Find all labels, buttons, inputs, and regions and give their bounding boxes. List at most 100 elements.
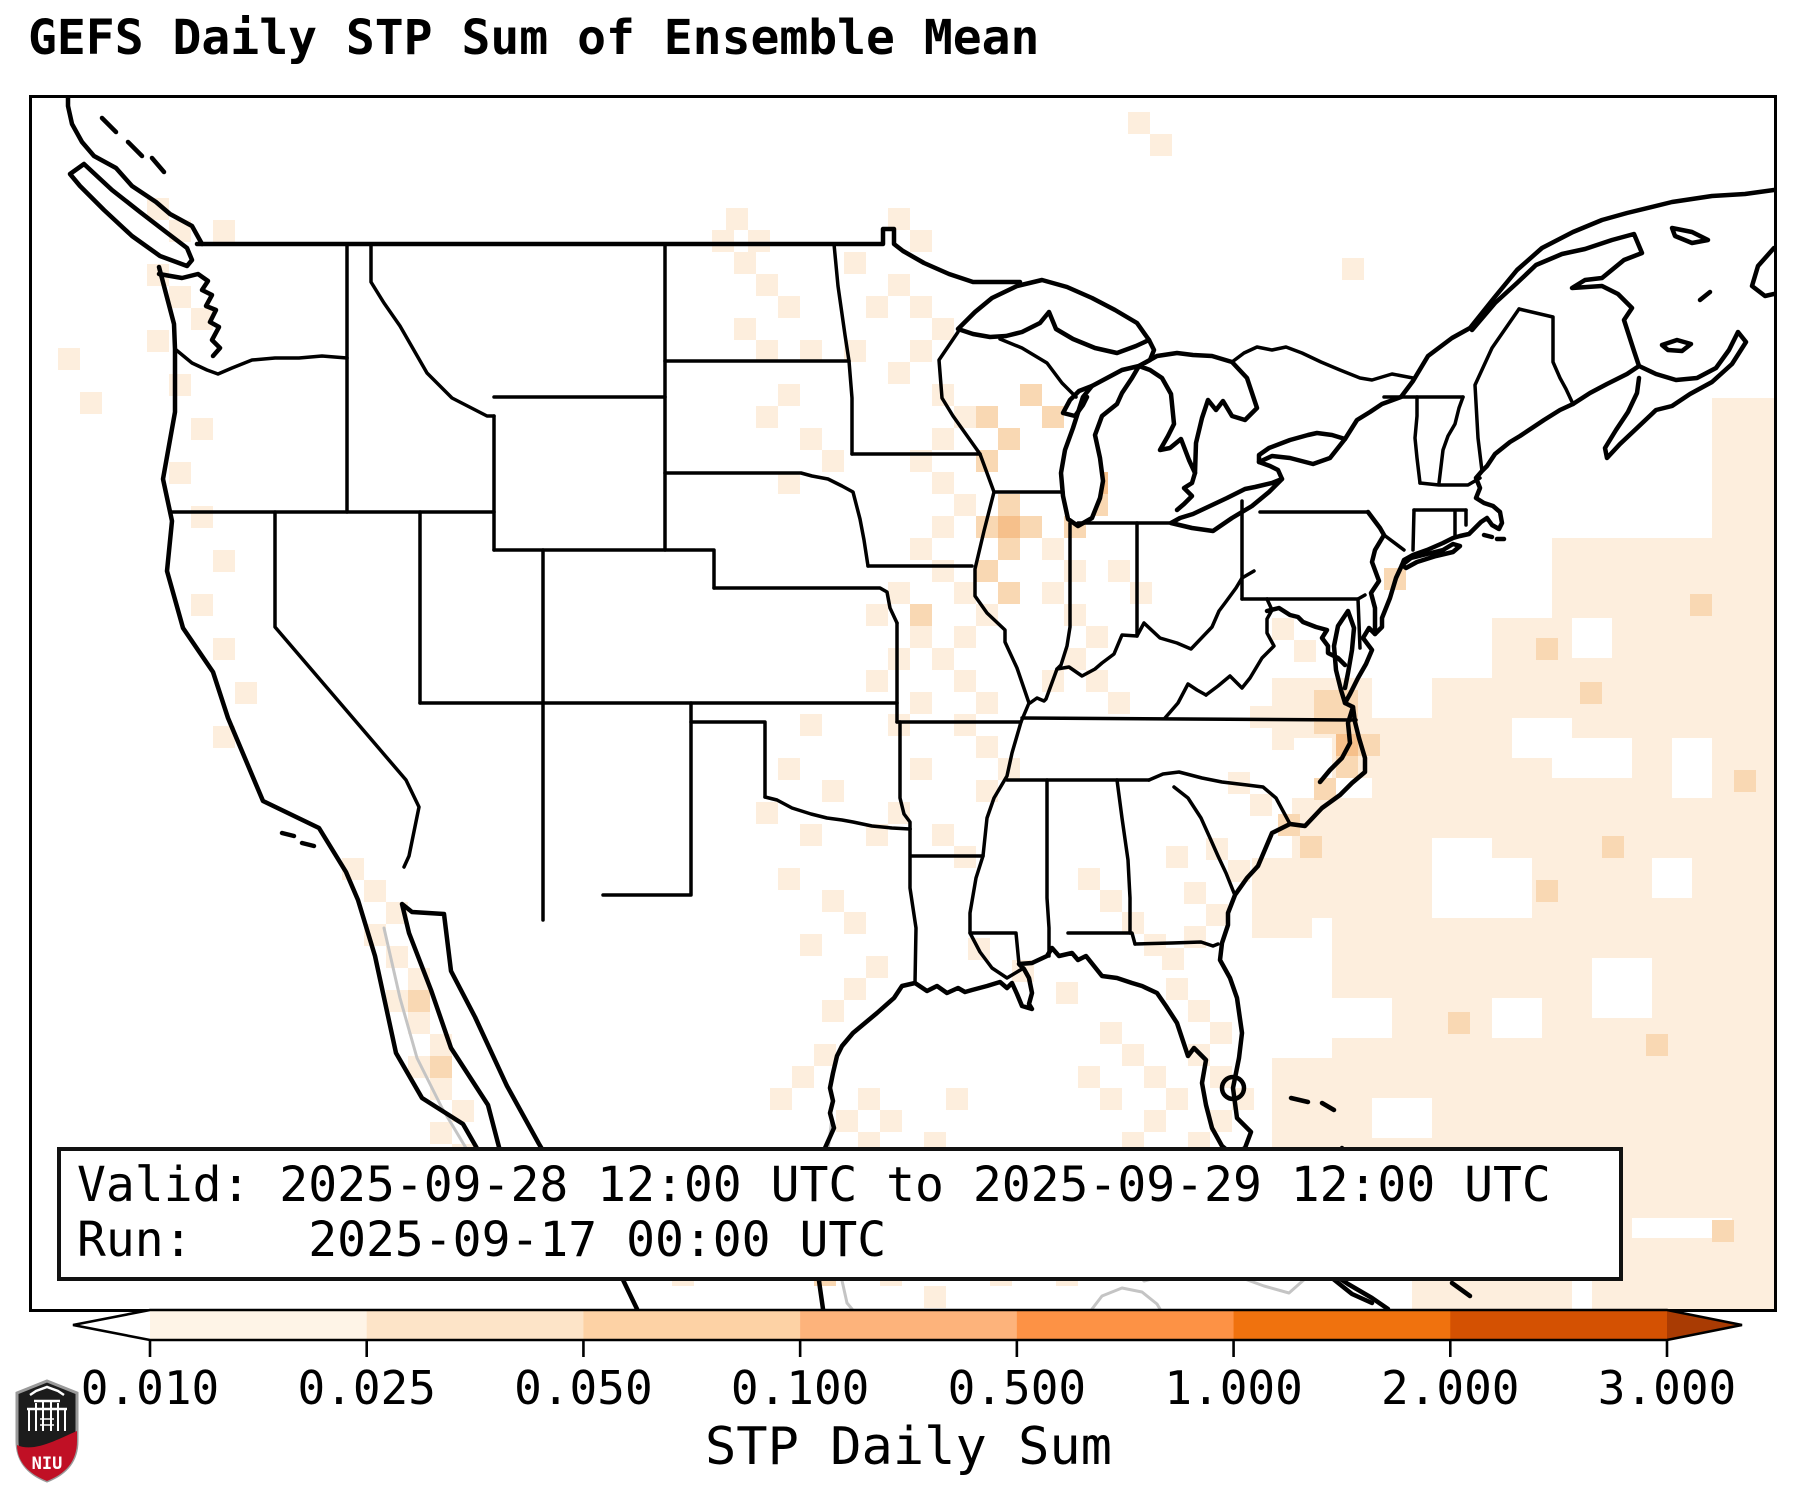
stp-cell-l1 [932, 560, 954, 582]
stp-cell-l2 [976, 406, 998, 428]
stp-cell-l2 [998, 582, 1020, 604]
bc-coast [65, 98, 205, 247]
stp-cell-l1 [822, 450, 844, 472]
figure-title: GEFS Daily STP Sum of Ensemble Mean [28, 10, 1040, 66]
stp-cell-l1 [191, 418, 213, 440]
stp-cell-l1 [1250, 706, 1272, 728]
stp-cell-l1 [836, 1110, 858, 1132]
stp-cell-l1 [213, 638, 235, 660]
stp-cell-l1 [910, 538, 932, 560]
ga-sc-border [1172, 785, 1236, 895]
ms-la-border [968, 931, 1021, 966]
stp-cell-l1 [910, 758, 932, 780]
niu-logo-text: NIU [32, 1454, 63, 1474]
map-frame [29, 95, 1777, 1312]
sd-ne-missouri-river [663, 471, 870, 568]
stp-cell-l1 [800, 714, 822, 736]
stp-cell-l1 [822, 890, 844, 912]
red-river-tx-ok [763, 795, 912, 831]
us-stp-map [58, 98, 1774, 1309]
me-nb-border [1517, 307, 1575, 406]
colorbar-tick-label: 3.000 [1598, 1361, 1736, 1415]
red-river-border [832, 242, 854, 456]
stp-cell-l1 [1272, 728, 1294, 750]
stp-cell-l1 [1108, 692, 1130, 714]
stp-cell-l1 [191, 308, 213, 330]
ottawa-river [1230, 345, 1415, 382]
stp-cell-l1 [1184, 926, 1206, 948]
stp-cell-l1 [169, 462, 191, 484]
nh-me-border [1473, 307, 1521, 473]
stp-cell-l1 [1166, 978, 1188, 1000]
stp-cell-l2 [408, 990, 430, 1012]
wa-or-border [173, 347, 349, 376]
colorbar-tick-label: 0.050 [514, 1361, 652, 1415]
stp-cell-l1 [1272, 618, 1294, 640]
nova-scotia [1602, 329, 1749, 461]
stp-cell-l1 [756, 340, 778, 362]
md-de-border [1356, 593, 1367, 650]
stp-cell-l2 [1536, 638, 1558, 660]
stp-cell-l1 [147, 330, 169, 352]
stp-cell-l2 [1314, 778, 1336, 800]
stp-cell-l1 [1228, 860, 1250, 882]
stp-cell-l2 [430, 1056, 452, 1078]
ms-al-border [1045, 778, 1051, 958]
stp-cell-l1 [844, 978, 866, 1000]
stp-cell-l1 [778, 472, 800, 494]
lake-superior [955, 277, 1152, 356]
stp-cell-l2 [910, 604, 932, 626]
stp-cell-l1 [1250, 794, 1272, 816]
stp-cell-l1 [1166, 1088, 1188, 1110]
il-in-border [1055, 521, 1072, 671]
stp-cell-l1 [734, 252, 756, 274]
prince-edward-island [1659, 337, 1694, 354]
stp-cell-l1 [364, 880, 386, 902]
stp-cell-l1 [1122, 912, 1144, 934]
long-island [1399, 532, 1507, 571]
stp-cell-l1 [932, 318, 954, 340]
stp-cell-l1 [778, 868, 800, 890]
stp-cell-l1 [932, 516, 954, 538]
co-wy-ne-41n [492, 548, 716, 590]
stp-cell-l1 [430, 1122, 452, 1144]
stp-hole [1652, 858, 1692, 898]
potomac-river [1264, 605, 1348, 668]
tn-ky-va-nc-line [1020, 716, 1358, 722]
stp-cell-l1 [1056, 982, 1078, 1004]
anticosti-island [1669, 225, 1711, 246]
stp-cell-l2 [1314, 712, 1336, 734]
gaspe-new-brunswick-coast [1469, 231, 1645, 407]
colorbar-tick-label: 0.500 [948, 1361, 1086, 1415]
stp-cell-l1 [1144, 1066, 1166, 1088]
vt-ny-champlain [1413, 395, 1422, 485]
stp-cell-l1 [954, 582, 976, 604]
stp-cell-l1 [946, 1088, 968, 1110]
colorbar: 0.010 0.025 0.050 0.100 0.500 1.000 2.000 3.000… [72, 1308, 1743, 1477]
stp-cell-l1 [976, 736, 998, 758]
stp-cell-l1 [235, 682, 257, 704]
ca-nv-border [273, 510, 421, 869]
stp-cell-l1 [756, 802, 778, 824]
stp-cell-l1 [932, 648, 954, 670]
stp-cell-l1 [1122, 1044, 1144, 1066]
ga-al-border [1115, 778, 1132, 935]
lake-erie [1168, 476, 1285, 534]
stp-cell-l2 [998, 428, 1020, 450]
ct-ny-border [1411, 508, 1416, 552]
stp-cell-l1 [408, 1012, 430, 1034]
stp-cell-l1 [1210, 1022, 1232, 1044]
stp-cell-l1 [1086, 670, 1108, 692]
stp-cell-l1 [800, 934, 822, 956]
stp-cell-l1 [910, 692, 932, 714]
stp-cell-l2 [1734, 770, 1756, 792]
stp-cell-l1 [80, 392, 102, 414]
stp-hole [1592, 958, 1652, 1018]
ky-va-border [1163, 682, 1208, 720]
stp-hole [1372, 658, 1432, 718]
stp-cell-l1 [1188, 1000, 1210, 1022]
atlantic-gulf-coast [814, 401, 1576, 1309]
colorbar-segment [150, 1310, 368, 1340]
stp-cell-l2 [1020, 516, 1042, 538]
lake-okeechobee [1219, 1074, 1247, 1102]
